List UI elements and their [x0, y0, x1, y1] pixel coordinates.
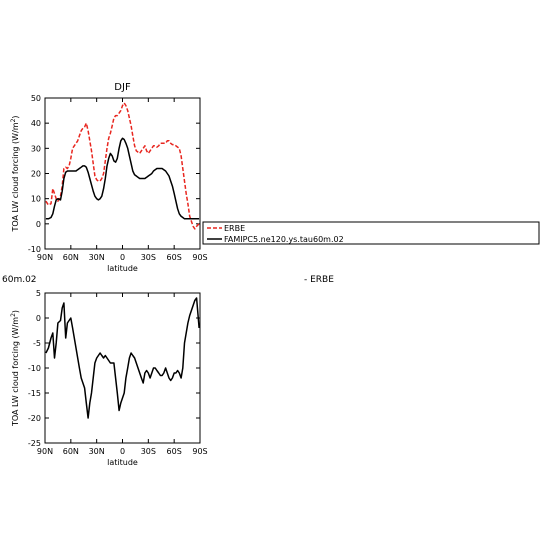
y-tick-label: 5 [36, 289, 41, 298]
y-tick-label: 0 [36, 220, 41, 229]
y-tick-label: 0 [36, 314, 41, 323]
title-fragment-left: 60m.02 [2, 275, 37, 285]
x-tick-label: 60S [167, 253, 182, 262]
y-tick-label: -20 [28, 414, 41, 423]
legend: ERBE FAMIPC5.ne120.ys.tau60m.02 [202, 221, 540, 245]
series-line-model [45, 137, 200, 220]
y-tick-label: -5 [33, 339, 41, 348]
x-tick-label: 90S [192, 447, 207, 456]
x-tick-label: 90N [37, 253, 53, 262]
y-tick-label: 30 [31, 144, 41, 153]
x-tick-label: 30S [141, 447, 156, 456]
plot-frame [44, 292, 201, 444]
x-tick-label: 0 [120, 253, 125, 262]
x-tick-label: 90N [37, 447, 53, 456]
y-axis-label: TOA LW cloud forcing (W/m2) [10, 115, 20, 232]
y-axis-label-sup: 2 [10, 313, 17, 317]
series-line-erbe [45, 102, 200, 230]
legend-label-erbe: ERBE [224, 224, 245, 233]
legend-label-model: FAMIPC5.ne120.ys.tau60m.02 [224, 235, 344, 244]
y-tick-label: 50 [31, 94, 41, 103]
y-axis-label-main: TOA LW cloud forcing (W/m [11, 317, 20, 427]
lower-plot: 90N 60N 30N 0 30S 60S 90S -25 -20 -15 -10 -5 0 5 latit… [2, 275, 334, 467]
x-tick-label: 90S [192, 253, 207, 262]
y-tick-label: 20 [31, 170, 41, 179]
x-tick-label: 30N [89, 447, 105, 456]
x-tick-label: 0 [120, 447, 125, 456]
y-tick-label: 40 [31, 119, 41, 128]
y-axis-label-close: ) [11, 115, 20, 118]
y-axis-label-main: TOA LW cloud forcing (W/m [11, 122, 20, 232]
x-tick-label: 60N [63, 447, 79, 456]
y-tick-label: -25 [28, 439, 41, 448]
y-axis-label-sup: 2 [10, 118, 17, 122]
x-tick-label: 60S [167, 447, 182, 456]
y-axis-label: TOA LW cloud forcing (W/m2) [10, 310, 20, 427]
title-fragment-right: - ERBE [304, 275, 334, 285]
plot-frame [44, 97, 201, 250]
y-tick-label: 10 [31, 195, 41, 204]
x-axis-label: latitude [107, 458, 138, 467]
x-tick-label: 30N [89, 253, 105, 262]
legend-box [202, 221, 540, 245]
y-tick-label: -10 [28, 364, 41, 373]
upper-plot: 90N 60N 30N 0 30S 60S 90S -10 0 10 20 30 40 50 latitud… [10, 82, 208, 273]
y-tick-label: -15 [28, 389, 41, 398]
plot-title: DJF [114, 82, 131, 93]
x-tick-label: 60N [63, 253, 79, 262]
x-axis-label: latitude [107, 264, 138, 273]
y-axis-label-close: ) [11, 310, 20, 313]
series-line-model [45, 297, 200, 419]
y-tick-label: -10 [28, 245, 41, 254]
x-tick-label: 30S [141, 253, 156, 262]
